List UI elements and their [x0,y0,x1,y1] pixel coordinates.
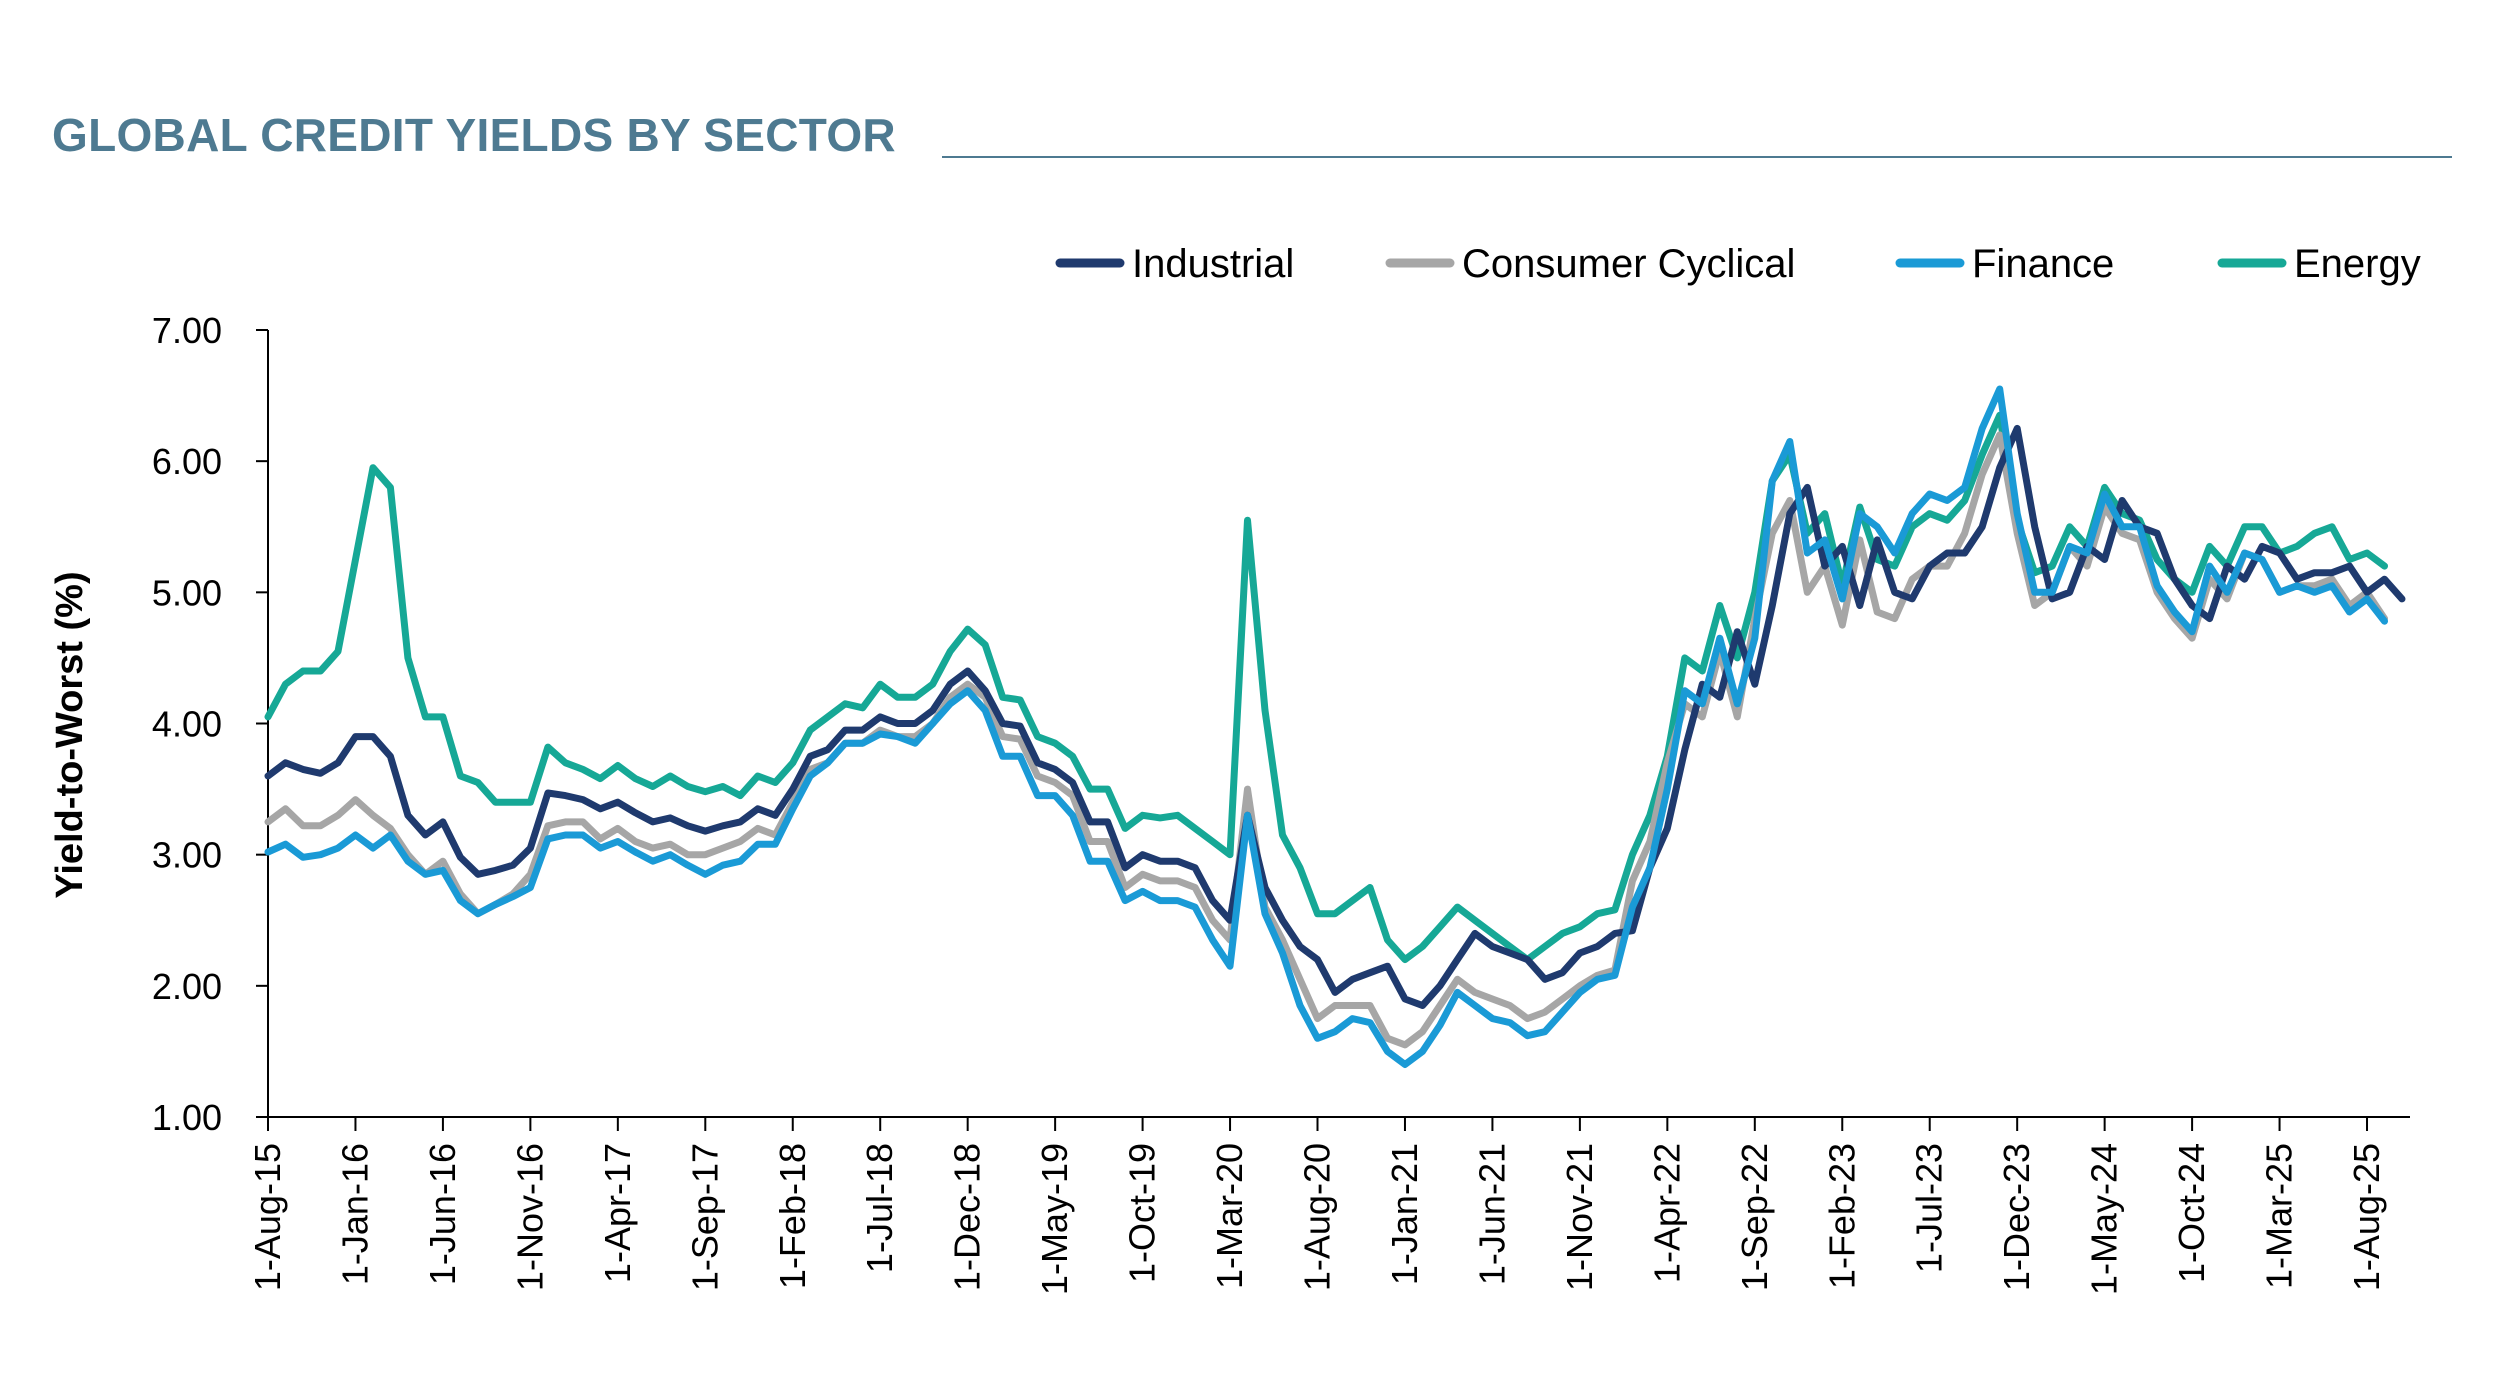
x-tick-label: 1-May-24 [2084,1143,2125,1295]
legend-label-consumer-cyclical: Consumer Cyclical [1462,242,1795,286]
series-line-energy [264,411,2388,964]
x-tick-label: 1-Nov-21 [1559,1143,1600,1291]
chart-title: GLOBAL CREDIT YIELDS BY SECTOR [52,109,896,161]
legend-label-industrial: Industrial [1132,242,1294,286]
x-tick-label: 1-Mar-20 [1209,1143,1250,1289]
y-tick-label: 7.00 [152,310,222,351]
series-layer [264,385,2406,1068]
x-tick-label: 1-Mar-25 [2259,1143,2300,1289]
x-tick-label: 1-Feb-18 [772,1143,813,1289]
y-tick-label: 2.00 [152,966,222,1007]
title-rule [942,156,2452,158]
x-tick-label: 1-Sep-22 [1734,1143,1775,1291]
y-tick-label: 6.00 [152,441,222,482]
y-axis: 1.00 2.00 3.00 4.00 5.00 6.00 7.00 [152,310,269,1138]
x-tick-label: 1-Jan-16 [334,1143,375,1285]
x-tick-label: 1-Aug-25 [2346,1143,2387,1291]
x-tick-label: 1-Dec-18 [947,1143,988,1291]
x-tick-label: 1-Sep-17 [684,1143,725,1291]
x-tick-label: 1-Feb-23 [1821,1143,1862,1289]
x-tick-label: 1-Oct-19 [1122,1143,1163,1283]
x-tick-label: 1-Jan-21 [1384,1143,1425,1285]
legend-label-finance: Finance [1972,242,2114,286]
y-tick-label: 1.00 [152,1097,222,1138]
x-tick-label: 1-Oct-24 [2171,1143,2212,1283]
y-tick-label: 4.00 [152,704,222,745]
x-tick-label: 1-Aug-15 [247,1143,288,1291]
x-tick-label: 1-Nov-16 [509,1143,550,1291]
x-tick-label: 1-Jul-23 [1909,1143,1950,1273]
y-tick-label: 3.00 [152,835,222,876]
x-tick-label: 1-Dec-23 [1996,1143,2037,1291]
x-tick-label: 1-May-19 [1034,1143,1075,1295]
y-tick-label: 5.00 [152,572,222,613]
y-axis-label: Yield-to-Worst (%) [49,571,91,898]
x-tick-label: 1-Aug-20 [1297,1143,1338,1291]
x-tick-label: 1-Apr-22 [1646,1143,1687,1283]
x-tick-label: 1-Jul-18 [859,1143,900,1273]
x-tick-label: 1-Apr-17 [597,1143,638,1283]
legend-label-energy: Energy [2294,242,2421,286]
x-tick-label: 1-Jun-16 [422,1143,463,1285]
x-tick-label: 1-Jun-21 [1471,1143,1512,1285]
legend: Industrial Consumer Cyclical Finance Energy [1055,242,2421,286]
x-axis: 1-Aug-15 1-Jan-16 1-Jun-16 1-Nov-16 1-Apr-17… [247,1116,2410,1295]
series-line-industrial [264,424,2406,1009]
series-line-finance [264,385,2388,1068]
